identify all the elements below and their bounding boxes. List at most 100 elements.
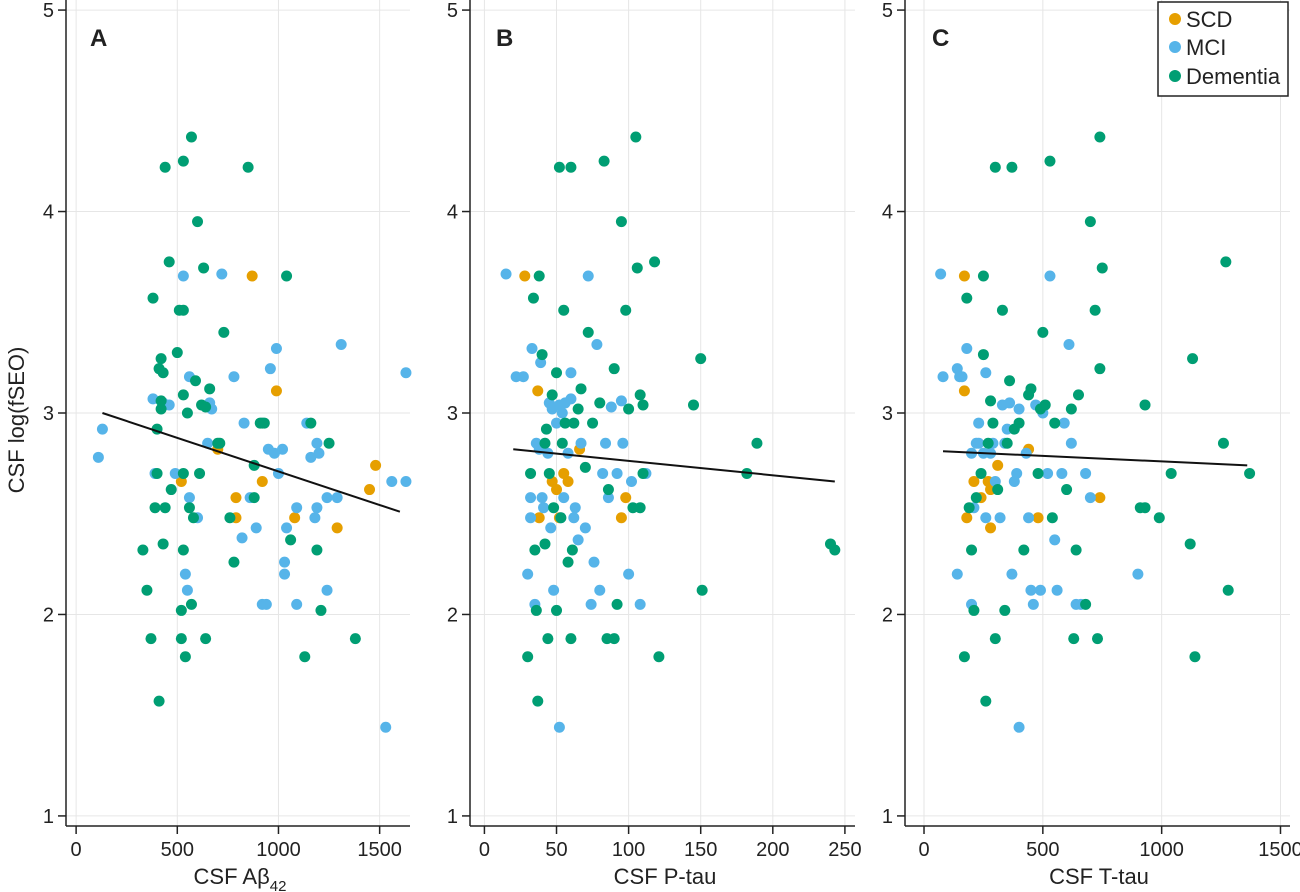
point-dementia — [145, 633, 157, 645]
point-dementia — [218, 326, 230, 338]
point-dementia — [975, 467, 987, 479]
point-dementia — [551, 367, 563, 379]
point-dementia — [1032, 467, 1044, 479]
point-mci — [551, 417, 563, 429]
point-dementia — [529, 544, 541, 556]
point-dementia — [532, 695, 544, 707]
point-dementia — [977, 349, 989, 361]
point-mci — [605, 401, 617, 413]
point-dementia — [1222, 584, 1234, 596]
point-scd — [558, 467, 570, 479]
point-dementia — [630, 131, 642, 143]
point-mci — [600, 437, 612, 449]
point-mci — [321, 492, 333, 504]
point-mci — [935, 268, 947, 280]
point-mci — [313, 447, 325, 459]
point-dementia — [634, 389, 646, 401]
point-dementia — [1039, 399, 1051, 411]
point-dementia — [1080, 598, 1092, 610]
point-mci — [553, 721, 565, 733]
point-dementia — [149, 502, 161, 514]
x-tick-label: 1500 — [357, 839, 402, 861]
point-mci — [236, 532, 248, 544]
point-mci — [1013, 403, 1025, 415]
point-dementia — [1244, 467, 1256, 479]
point-dementia — [615, 216, 627, 228]
point-dementia — [992, 484, 1004, 496]
panel-b: 0 50 100 150 200 250 1 2 3 4 5 — [447, 0, 862, 861]
point-mci — [1023, 512, 1035, 524]
x-tick-label: 50 — [545, 839, 567, 861]
point-dementia — [1096, 262, 1108, 274]
point-dementia — [696, 584, 708, 596]
trend-line — [942, 450, 1248, 467]
point-dementia — [966, 544, 978, 556]
point-dementia — [565, 633, 577, 645]
y-tick-label: 4 — [447, 202, 458, 224]
point-mci — [558, 492, 570, 504]
point-mci — [264, 363, 276, 375]
point-dementia — [539, 437, 551, 449]
point-dementia — [961, 292, 973, 304]
point-dementia — [559, 417, 571, 429]
point-dementia — [1094, 131, 1106, 143]
point-mci — [526, 343, 538, 355]
point-mci — [522, 568, 534, 580]
x-tick-label: 500 — [161, 839, 194, 861]
point-dementia — [1049, 417, 1061, 429]
point-dementia — [980, 695, 992, 707]
point-mci — [1004, 397, 1016, 409]
point-mci — [500, 268, 512, 280]
point-dementia — [522, 651, 534, 663]
point-dementia — [963, 502, 975, 514]
point-scd — [551, 484, 563, 496]
point-dementia — [542, 633, 554, 645]
point-dementia — [177, 544, 189, 556]
y-tick-label: 2 — [43, 604, 54, 626]
point-dementia — [192, 216, 204, 228]
point-dementia — [999, 604, 1011, 616]
point-mci — [565, 393, 577, 405]
point-mci — [1020, 447, 1032, 459]
point-dementia — [258, 417, 270, 429]
point-dementia — [171, 347, 183, 359]
point-mci — [331, 492, 343, 504]
point-scd — [519, 270, 531, 282]
point-dementia — [1065, 403, 1077, 415]
point-mci — [309, 512, 321, 524]
point-dementia — [155, 403, 167, 415]
x-axis-title-c: CSF T-tau — [1049, 864, 1149, 889]
point-scd — [270, 385, 282, 397]
legend-marker-scd — [1169, 13, 1181, 25]
point-dementia — [159, 161, 171, 173]
point-dementia — [224, 512, 236, 524]
y-tick-label: 1 — [447, 806, 458, 828]
panel-label-c: C — [932, 25, 949, 52]
point-dementia — [1165, 467, 1177, 479]
point-mci — [1027, 598, 1039, 610]
point-dementia — [608, 633, 620, 645]
point-dementia — [551, 604, 563, 616]
point-mci — [980, 367, 992, 379]
point-dementia — [1184, 538, 1196, 550]
legend-label-scd: SCD — [1186, 7, 1232, 32]
point-mci — [279, 556, 291, 568]
point-mci — [973, 417, 985, 429]
point-dementia — [187, 512, 199, 524]
point-dementia — [175, 604, 187, 616]
point-dementia — [181, 407, 193, 419]
point-mci — [575, 437, 587, 449]
point-dementia — [553, 161, 565, 173]
point-dementia — [958, 651, 970, 663]
point-dementia — [637, 399, 649, 411]
y-tick-label: 2 — [447, 604, 458, 626]
point-dementia — [594, 397, 606, 409]
point-dementia — [623, 403, 635, 415]
point-mci — [545, 522, 557, 534]
point-dementia — [987, 417, 999, 429]
point-dementia — [177, 155, 189, 167]
point-dementia — [533, 270, 545, 282]
point-scd — [256, 475, 268, 487]
point-mci — [525, 512, 537, 524]
